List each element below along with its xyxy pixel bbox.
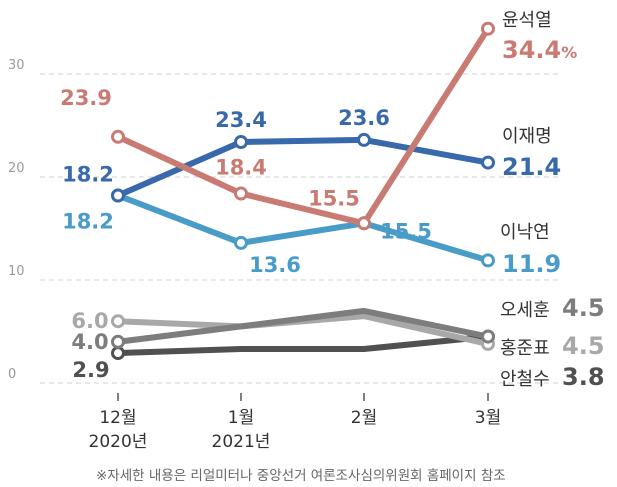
data-label: 13.6 [249,253,301,277]
data-label: 23.6 [338,106,390,130]
end-label: 오세훈 4.5 [500,294,605,322]
data-point [481,329,495,344]
x-tick-label: 2021년 [212,432,271,452]
data-point [234,135,248,149]
end-labels: 윤석열 34.4% 이재명 21.4 이낙연 11.9 오세훈 4.5 홍준표 4.5 안철수 3.8 [500,10,605,391]
data-point [481,21,495,36]
x-tick-label: 3월 [475,408,501,428]
series-line [115,333,491,357]
x-tick-label: 2월 [351,408,377,428]
end-label: 윤석열 34.4% [502,10,577,64]
end-value-number: 34.4 [502,36,561,64]
data-label: 23.4 [215,108,267,132]
y-tick-label: 10 [8,264,25,279]
data-point [111,188,125,203]
data-label: 4.0 [71,330,108,354]
end-value: 4.5 [562,294,605,322]
x-tick-label: 1월 [228,408,254,428]
data-label: 2.9 [72,358,109,382]
series-line [115,307,491,345]
data-point [111,314,125,329]
data-label: 18.2 [62,210,114,234]
end-value-suffix: % [561,43,577,62]
series-name: 오세훈 [500,300,550,321]
data-label: 15.5 [308,186,360,210]
end-label: 이재명 21.4 [502,126,561,181]
end-value-number: 4.5 [562,294,605,322]
x-tick-label: 12월 [99,408,136,428]
data-label: 6.0 [71,309,108,333]
data-point [111,129,125,144]
data-point [357,132,371,147]
end-value: 4.5 [562,332,605,360]
end-value: 3.8 [562,363,605,391]
series-name: 이재명 [502,126,552,147]
end-value-number: 21.4 [502,153,561,181]
end-label: 이낙연 11.9 [500,222,561,278]
data-point [234,235,248,250]
x-tick: 2월 [351,393,377,428]
series-name: 홍준표 [500,338,550,359]
footnote: ※자세한 내용은 리얼미터나 중앙선거 여론조사심의위원회 홈페이지 참조 [96,468,506,484]
series-line [115,192,491,264]
data-point [111,334,125,349]
x-tick-label: 2020년 [89,432,148,452]
end-label: 안철수 3.8 [500,363,605,391]
data-label: 15.5 [380,219,432,243]
data-label: 23.9 [60,86,112,110]
end-value: 34.4% [502,36,577,64]
data-point [234,186,248,201]
data-labels: 23.9 18.4 15.5 18.2 23.4 23.6 18.2 13.6 15.5 4.06… [60,86,432,382]
y-tick-label: 30 [8,58,25,73]
x-tick: 1월 2021년 [212,393,271,452]
data-label: 18.2 [62,163,114,187]
y-tick-label: 0 [8,367,16,382]
end-value: 21.4 [502,153,561,181]
series-name: 윤석열 [502,10,552,31]
series-line [115,136,491,199]
series-name: 안철수 [500,369,550,390]
x-axis-ticks: 12월 2020년 1월 2021년 2월 3월 [89,393,501,452]
series-lines [115,25,491,357]
data-point [481,155,495,170]
data-point [481,253,495,268]
data-label: 18.4 [215,155,267,179]
grid [40,73,560,384]
end-label: 홍준표 4.5 [500,332,605,360]
x-tick: 3월 [475,393,501,428]
end-value-number: 3.8 [562,363,605,391]
end-value-number: 4.5 [562,332,605,360]
end-value: 11.9 [502,250,561,278]
end-value-number: 11.9 [502,250,561,278]
data-point [357,216,371,231]
x-tick: 12월 2020년 [89,393,148,452]
series-points [111,21,495,361]
y-tick-label: 20 [8,161,25,176]
series-line [115,25,491,227]
data-point [111,346,125,361]
y-axis-ticks: 0 10 20 30 [8,58,25,382]
series-name: 이낙연 [500,222,550,243]
